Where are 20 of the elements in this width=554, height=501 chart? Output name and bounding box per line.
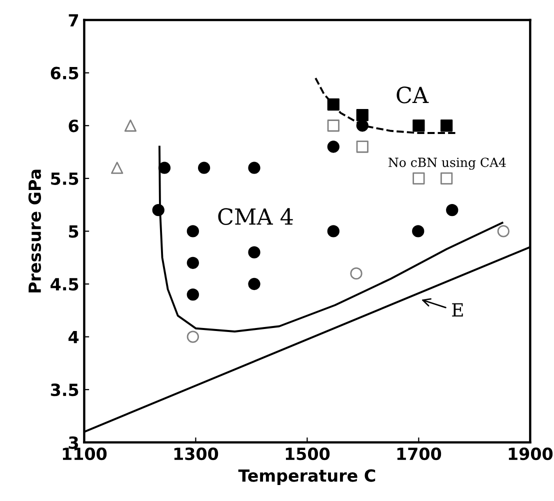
y-tick-label: 5	[69, 225, 78, 238]
y-tick-label: 6	[68, 120, 78, 132]
y-axis-title: Pressure GPa	[28, 170, 42, 292]
x-tick-label: 1900	[508, 448, 553, 460]
y-tick-label: 4	[68, 330, 79, 344]
y-tick-label: 4.5	[50, 278, 78, 291]
y-tick-label: 3	[68, 436, 78, 449]
annotation: No cBN using CA4	[388, 158, 506, 170]
x-tick-label: 1700	[397, 448, 442, 460]
annotation: E	[452, 303, 463, 316]
x-tick-label: 1100	[62, 448, 107, 460]
annotation: CMA 4	[218, 208, 293, 225]
x-tick-label: 1300	[174, 448, 218, 460]
x-tick-label: 1500	[286, 448, 330, 460]
y-tick-label: 7	[68, 14, 78, 26]
annotation: CA	[396, 86, 429, 104]
y-tick-label: 6.5	[50, 66, 78, 80]
x-axis-title: Temperature C	[238, 469, 376, 486]
y-tick-label: 3.5	[50, 384, 78, 396]
y-tick-label: 5.5	[51, 172, 78, 185]
